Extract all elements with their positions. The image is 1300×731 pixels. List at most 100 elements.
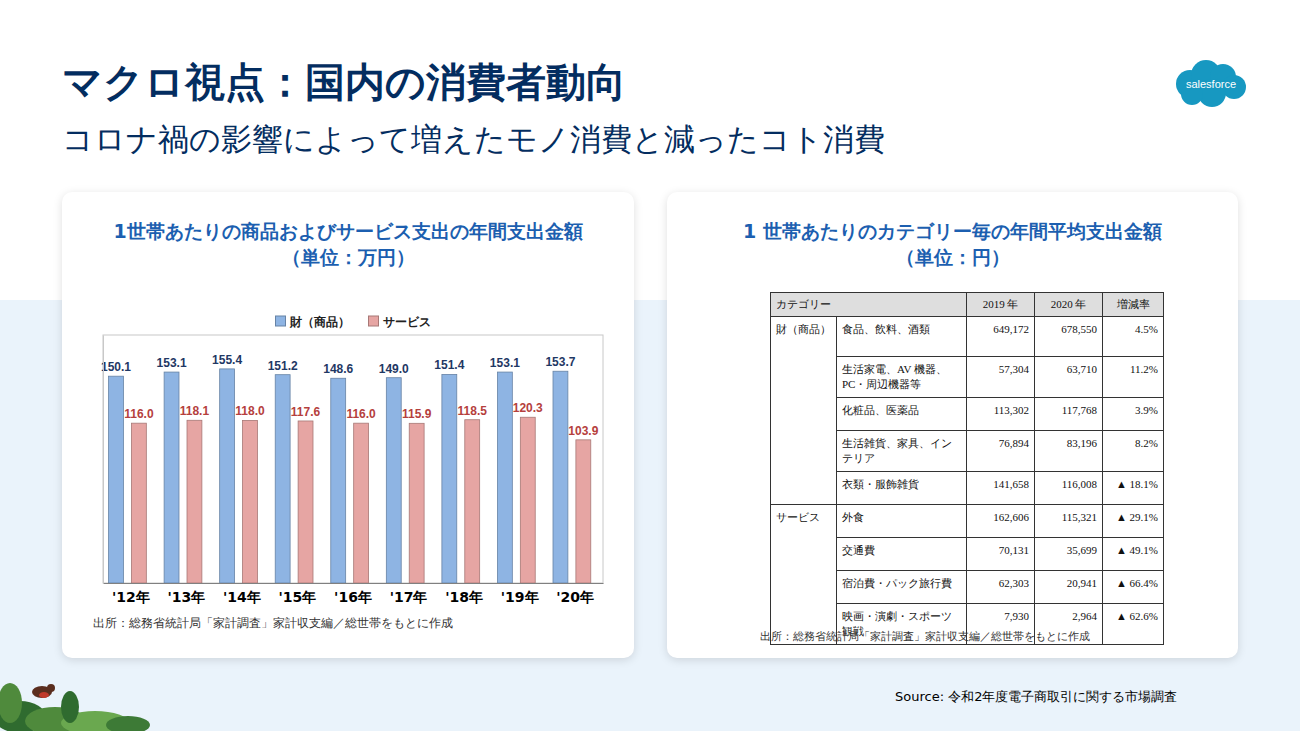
x-tick: '20年 [556,589,594,605]
data-label: 103.9 [568,424,598,438]
x-tick-label: '17年 [390,589,428,605]
bar [497,372,512,583]
bar [220,369,235,583]
table-value-cell: 63,710 [1035,357,1103,398]
table-value-cell: 4.5% [1103,317,1164,357]
data-label: 149.0 [379,362,409,376]
data-label: 150.1 [101,360,131,374]
legend-label: サービス [383,315,431,329]
bar [109,376,124,583]
data-label: 153.1 [490,356,520,370]
chart-panel: 150.1153.1155.4151.2148.6149.0151.4153.1… [62,192,634,658]
x-tick: '14年 [223,589,261,605]
x-axis: '12年'13年'14年'15年'16年'17年'18年'19年'20年 [104,584,604,605]
bar [275,375,290,583]
table-item-cell: 食品、飲料、酒類 [837,317,967,357]
slide: マクロ視点：国内の消費者動向コロナ禍の影響によって増えたモノ消費と減ったコト消費… [0,0,1300,731]
table-row: 生活雑貨、家具、インテリア76,89483,1968.2% [771,431,1164,472]
bar [576,440,591,583]
data-label: 153.7 [545,355,575,369]
table-value-cell: 57,304 [967,357,1035,398]
bar [131,423,146,583]
logo: salesforce [1170,56,1250,112]
table-value-cell: 113,302 [967,398,1035,431]
table-value-cell: ▲ 66.4% [1103,571,1164,604]
table-header-row: カテゴリー2019 年2020 年増減率 [771,293,1164,317]
x-axis-line [104,583,604,584]
table-value-cell: ▲ 18.1% [1103,472,1164,505]
x-tick: '19年 [501,589,539,605]
table-value-cell: 20,941 [1035,571,1103,604]
decoration [0,659,160,731]
bar [187,420,202,583]
data-label: 153.1 [157,356,187,370]
bar [354,423,369,583]
data-label: 151.2 [268,359,298,373]
data-label: 118.0 [235,404,265,418]
legend: 財（商品） サービス [276,315,431,329]
table-row: 交通費70,13135,699▲ 49.1% [771,538,1164,571]
slide-subtitle: コロナ禍の影響によって増えたモノ消費と減ったコト消費 [62,119,885,159]
panel-title: 1世帯あたりの商品およびサービス支出の年間支出金額（単位：万円） [62,218,634,270]
logo-text: salesforce [1186,78,1236,90]
source-note: Source: 令和2年度電子商取引に関する市場調査 [895,688,1177,706]
table-value-cell: 76,894 [967,431,1035,472]
bar [164,372,179,583]
x-tick-label: '15年 [279,589,317,605]
legend-item: 財（商品） [276,315,350,329]
panel-title: 1 世帯あたりのカテゴリー毎の年間平均支出金額（単位：円） [667,218,1238,270]
x-tick-label: '19年 [501,589,539,605]
x-tick: '16年 [334,589,372,605]
bar [553,371,568,583]
table-value-cell: 70,131 [967,538,1035,571]
bar [386,378,401,583]
panel-title-line: 1世帯あたりの商品およびサービス支出の年間支出金額 [62,218,634,244]
data-table: カテゴリー2019 年2020 年増減率財（商品）食品、飲料、酒類649,172… [770,292,1164,645]
table-group-cell: サービス [771,505,837,645]
table-row: 財（商品）食品、飲料、酒類649,172678,5504.5% [771,317,1164,357]
legend-label: 財（商品） [289,315,350,329]
data-label: 115.9 [402,407,432,421]
table-item-cell: 生活雑貨、家具、インテリア [837,431,967,472]
table-value-cell: 35,699 [1035,538,1103,571]
bar [442,374,457,583]
table-panel: 1 世帯あたりのカテゴリー毎の年間平均支出金額（単位：円） カテゴリー2019 年… [667,192,1238,658]
table-item-cell: 生活家電、AV 機器、PC・周辺機器等 [837,357,967,398]
table-value-cell: 83,196 [1035,431,1103,472]
x-tick: '12年 [112,589,150,605]
table-value-cell: 3.9% [1103,398,1164,431]
data-label: 118.1 [180,404,210,418]
table-value-cell: ▲ 62.6% [1103,604,1164,645]
table-row: 宿泊費・パック旅行費62,30320,941▲ 66.4% [771,571,1164,604]
table-value-cell: ▲ 29.1% [1103,505,1164,538]
table-item-cell: 外食 [837,505,967,538]
decor-leaf [106,716,150,731]
table-item-cell: 化粧品、医薬品 [837,398,967,431]
decor-leaf [0,683,22,723]
table-item-cell: 交通費 [837,538,967,571]
table-row: 衣類・服飾雑貨141,658116,008▲ 18.1% [771,472,1164,505]
table-value-cell: 116,008 [1035,472,1103,505]
data-label: 148.6 [323,362,353,376]
table-value-cell: 141,658 [967,472,1035,505]
table-value-cell: 162,606 [967,505,1035,538]
x-tick: '13年 [167,589,205,605]
table-header-cell: 増減率 [1103,293,1164,317]
table-header-cell: カテゴリー [771,293,967,317]
x-tick-label: '14年 [223,589,261,605]
data-label: 116.0 [124,407,154,421]
plot-frame [103,335,603,583]
table-value-cell: 62,303 [967,571,1035,604]
table-value-cell: 649,172 [967,317,1035,357]
table-value-cell: 115,321 [1035,505,1103,538]
table-value-cell: ▲ 49.1% [1103,538,1164,571]
table-item-cell: 衣類・服飾雑貨 [837,472,967,505]
legend-swatch [369,316,379,326]
y-axis [103,336,104,584]
bar [243,420,258,583]
x-tick: '17年 [390,589,428,605]
table-value-cell: 117,768 [1035,398,1103,431]
table-row: 化粧品、医薬品113,302117,7683.9% [771,398,1164,431]
table-value-cell: 8.2% [1103,431,1164,472]
x-tick: '15年 [279,589,317,605]
